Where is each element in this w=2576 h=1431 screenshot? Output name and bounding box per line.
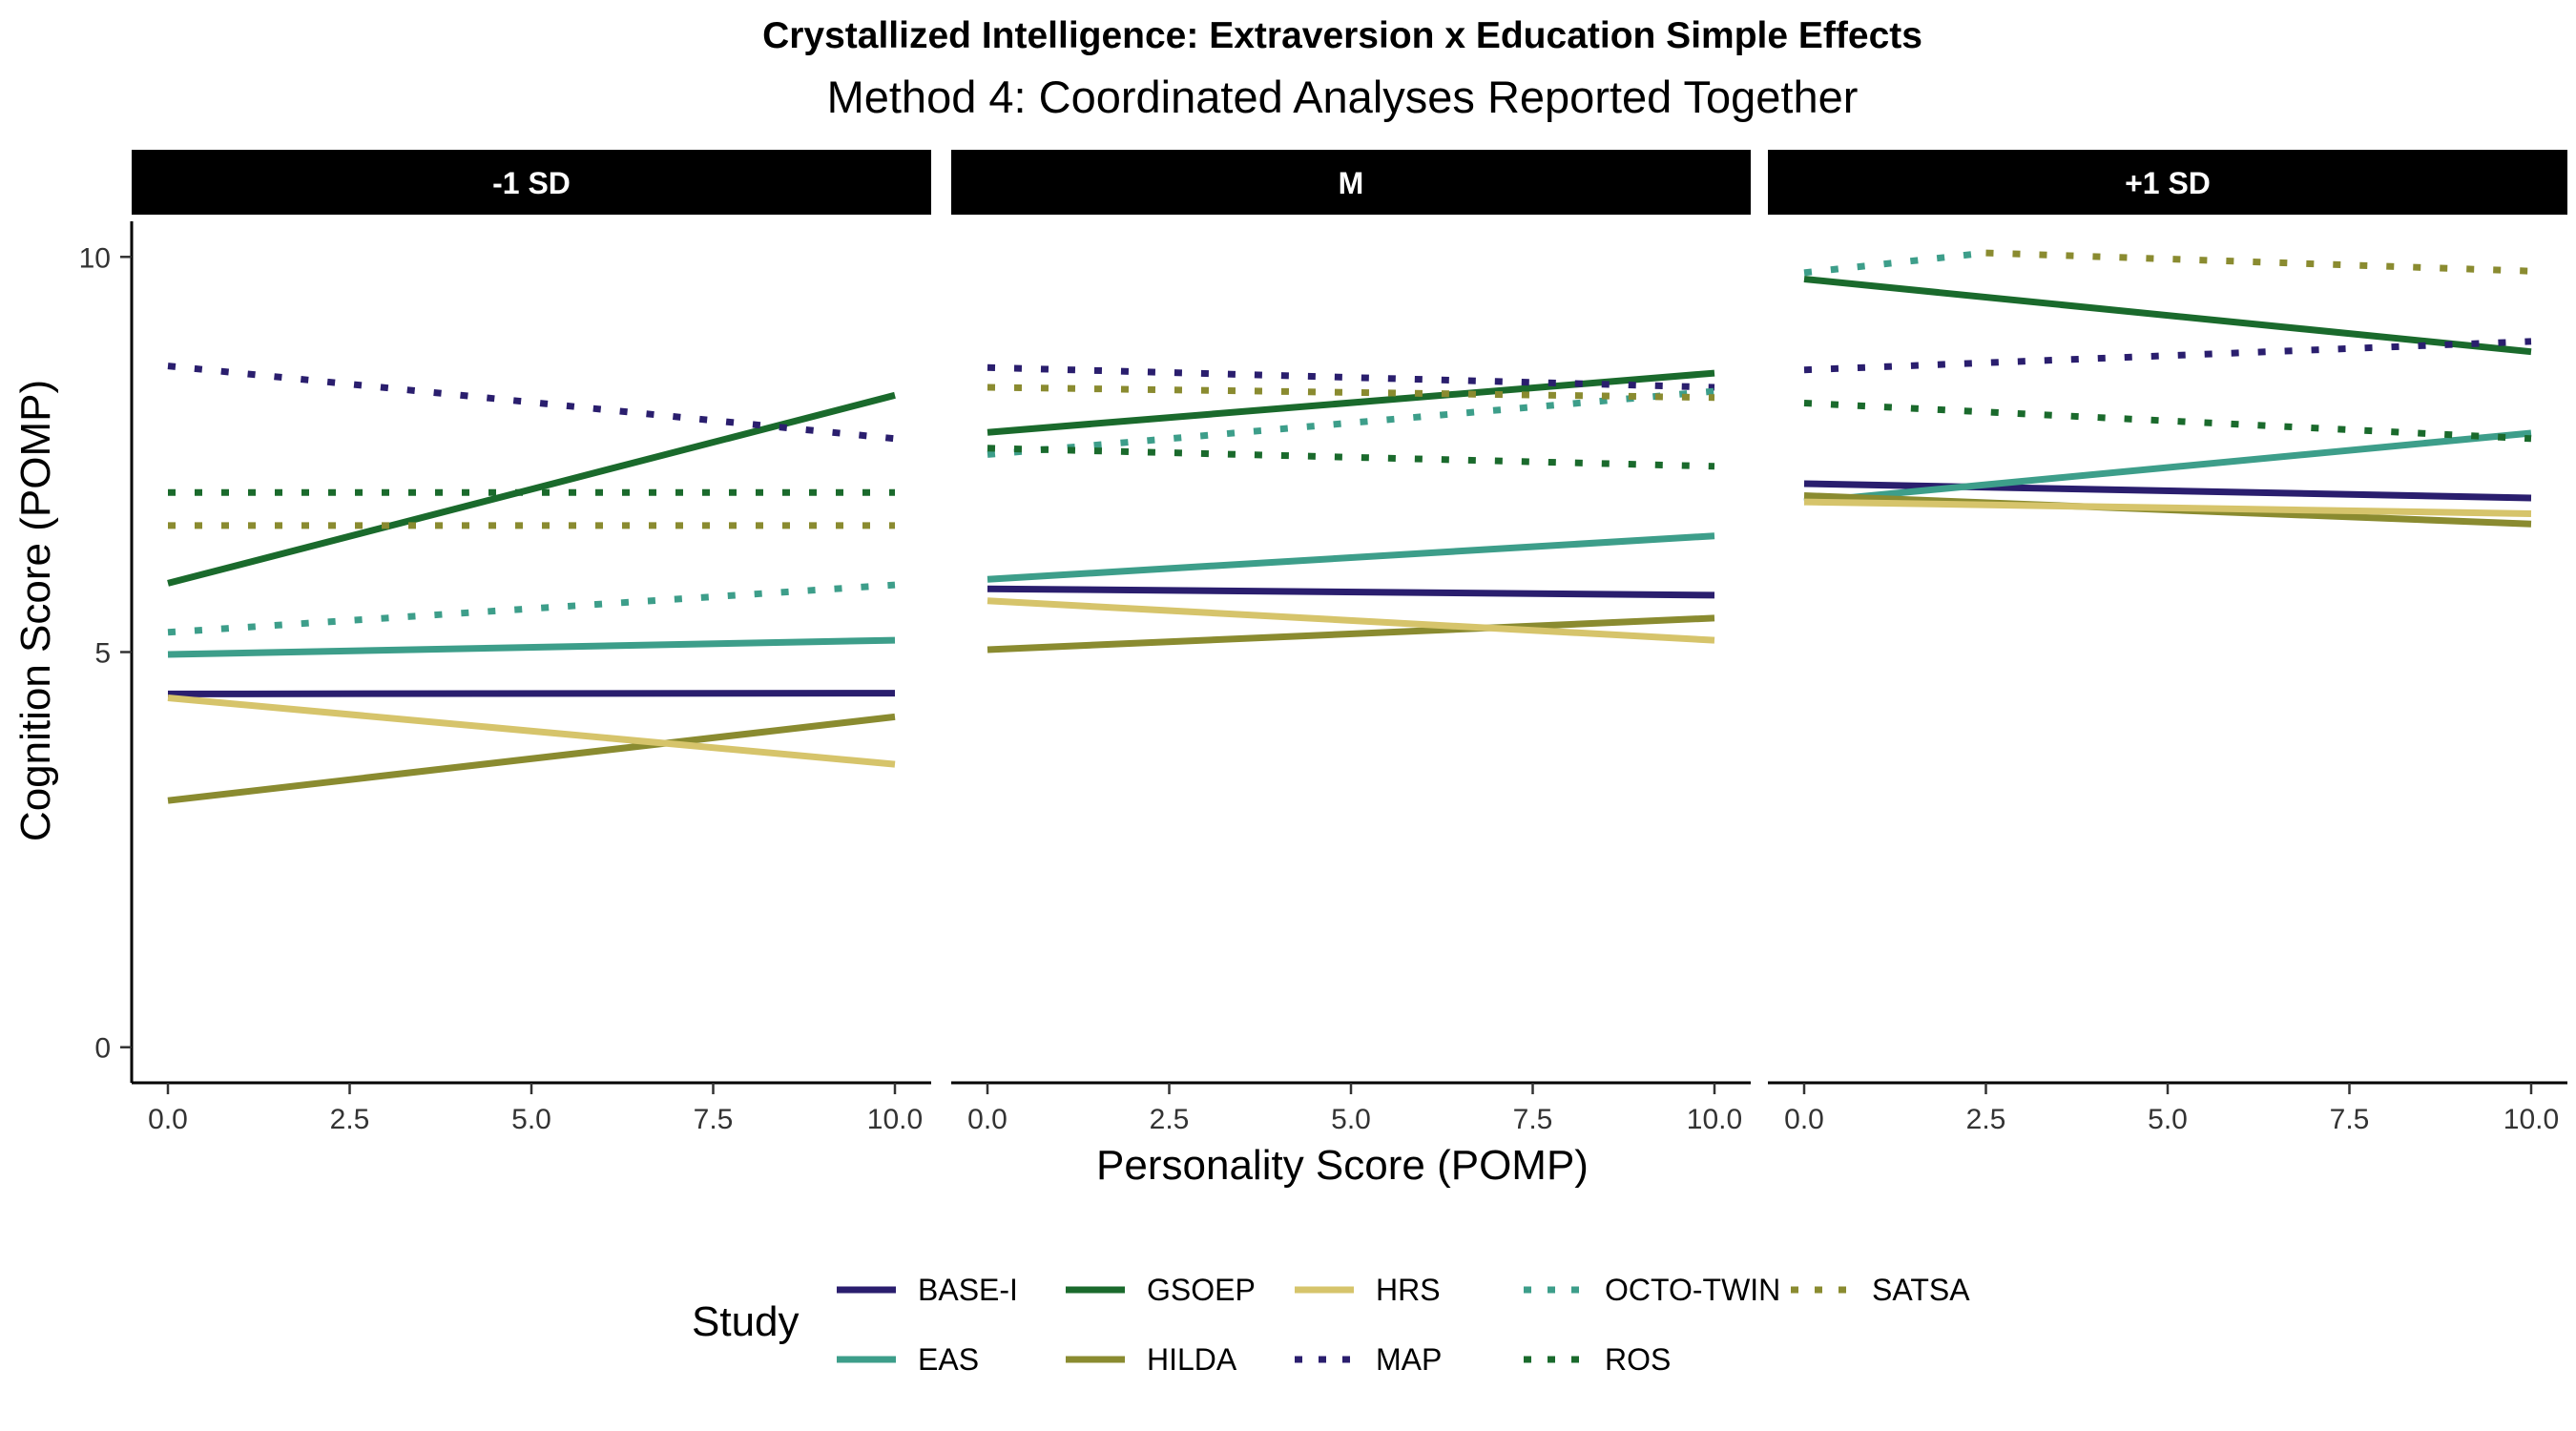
x-tick-label: 7.5 xyxy=(1513,1104,1553,1135)
series-line-satsa xyxy=(1985,249,2532,275)
series-line-hilda xyxy=(987,614,1715,653)
series-line-octo-twin xyxy=(1803,249,1986,277)
panel-1-sd: -1 SD 0.0 2.5 5.0 7.5 10.0 0 5 10 xyxy=(79,150,931,1135)
x-tick-label: 0.0 xyxy=(148,1104,188,1135)
y-tick-label: 5 xyxy=(94,638,111,670)
x-tick-label: 2.5 xyxy=(1966,1104,2006,1135)
series-line-base-i xyxy=(987,585,1715,599)
legend-item-octo-twin: OCTO-TWIN xyxy=(1524,1273,1780,1307)
legend-item-ros: ROS xyxy=(1524,1342,1671,1377)
y-tick-label: 0 xyxy=(94,1033,111,1065)
series-line-eas xyxy=(167,636,896,658)
facet-panels: -1 SD 0.0 2.5 5.0 7.5 10.0 0 5 10 M 0.0 2.5 5.0 7.5 10… xyxy=(79,150,2567,1135)
legend: Study BASE-I EAS GSOEP HILDA HRS MAP OCTO-TWIN… xyxy=(692,1273,1970,1377)
legend-item-satsa: SATSA xyxy=(1791,1273,1970,1307)
series-line-gsoep xyxy=(167,391,896,587)
series-line-gsoep xyxy=(987,369,1715,436)
legend-title: Study xyxy=(692,1298,800,1345)
legend-label: MAP xyxy=(1376,1342,1442,1377)
series-line-map xyxy=(987,363,1715,391)
legend-label: HRS xyxy=(1376,1273,1441,1307)
legend-item-base-i: BASE-I xyxy=(837,1273,1018,1307)
x-tick-label: 2.5 xyxy=(1150,1104,1190,1135)
legend-item-hrs: HRS xyxy=(1295,1273,1441,1307)
x-axis-label: Personality Score (POMP) xyxy=(1096,1142,1589,1189)
series-line-gsoep xyxy=(1803,276,2532,356)
series-line-ros xyxy=(987,445,1715,470)
series-line-octo-twin xyxy=(167,581,896,636)
legend-label: OCTO-TWIN xyxy=(1605,1273,1780,1307)
x-tick-label: 10.0 xyxy=(867,1104,923,1135)
x-tick-label: 10.0 xyxy=(2503,1104,2559,1135)
legend-label: ROS xyxy=(1605,1342,1671,1377)
series-line-eas xyxy=(1803,429,2532,506)
x-tick-label: 0.0 xyxy=(967,1104,1008,1135)
facet-strip xyxy=(951,150,1751,215)
series-line-hrs xyxy=(987,597,1715,644)
facet-strip xyxy=(1768,150,2567,215)
legend-label: GSOEP xyxy=(1147,1273,1256,1307)
facet-strip-label: +1 SD xyxy=(2125,166,2211,200)
series-line-hrs xyxy=(1803,498,2532,517)
legend-label: SATSA xyxy=(1872,1273,1970,1307)
series-line-ros xyxy=(1803,400,2532,443)
legend-label: BASE-I xyxy=(918,1273,1018,1307)
x-tick-label: 7.5 xyxy=(2330,1104,2370,1135)
chart-title: Crystallized Intelligence: Extraversion … xyxy=(762,15,1922,56)
legend-item-map: MAP xyxy=(1295,1342,1442,1377)
y-tick-label: 10 xyxy=(79,242,111,274)
legend-item-gsoep: GSOEP xyxy=(1066,1273,1256,1307)
panel-m: M 0.0 2.5 5.0 7.5 10.0 xyxy=(951,150,1751,1135)
x-tick-label: 5.0 xyxy=(511,1104,551,1135)
series-line-eas xyxy=(987,532,1715,583)
series-line-satsa xyxy=(987,384,1715,402)
x-tick-label: 5.0 xyxy=(1331,1104,1371,1135)
chart-subtitle: Method 4: Coordinated Analyses Reported … xyxy=(827,72,1859,122)
legend-label: HILDA xyxy=(1147,1342,1237,1377)
series-line-hrs xyxy=(167,695,896,768)
x-tick-label: 7.5 xyxy=(694,1104,734,1135)
series-line-base-i xyxy=(1803,480,2532,502)
facet-strip xyxy=(132,150,931,215)
x-tick-label: 5.0 xyxy=(2148,1104,2188,1135)
facet-strip-label: -1 SD xyxy=(492,166,571,200)
y-axis-label: Cognition Score (POMP) xyxy=(12,380,59,841)
legend-item-hilda: HILDA xyxy=(1066,1342,1237,1377)
series-line-base-i xyxy=(167,690,896,697)
legend-label: EAS xyxy=(918,1342,979,1377)
x-tick-label: 2.5 xyxy=(330,1104,370,1135)
facet-strip-label: M xyxy=(1339,166,1364,200)
series-line-map xyxy=(1803,338,2532,374)
series-line-hilda xyxy=(167,713,896,804)
x-tick-label: 0.0 xyxy=(1784,1104,1824,1135)
x-tick-label: 10.0 xyxy=(1687,1104,1742,1135)
legend-item-eas: EAS xyxy=(837,1342,979,1377)
panel-1-sd: +1 SD 0.0 2.5 5.0 7.5 10.0 xyxy=(1768,150,2567,1135)
series-line-map xyxy=(167,363,896,443)
